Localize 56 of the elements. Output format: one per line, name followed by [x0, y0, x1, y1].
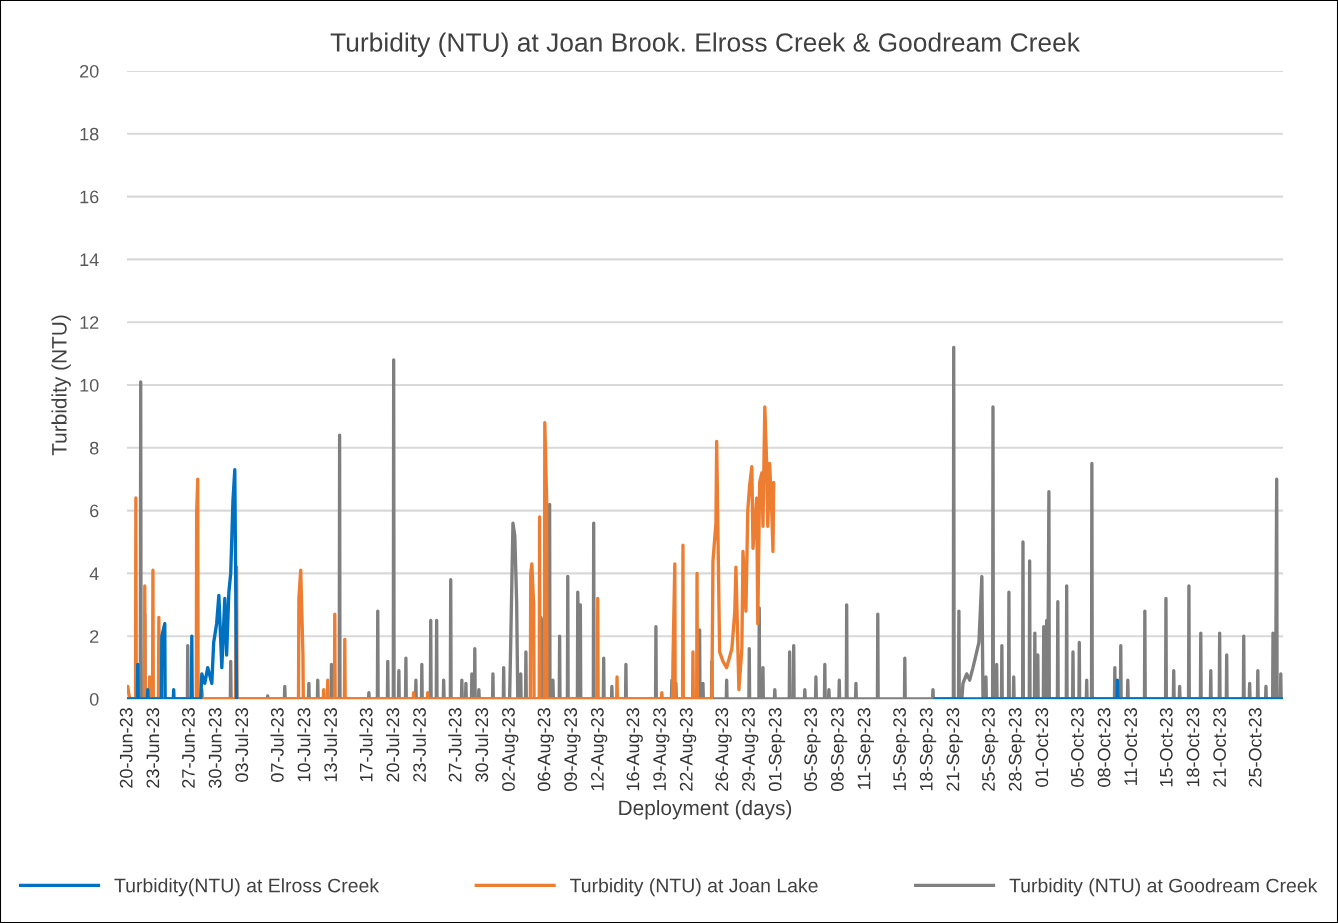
x-axis-title: Deployment (days): [619, 799, 792, 820]
x-tick-label: 02-Aug-23: [502, 708, 519, 791]
y-tick-label: 18: [80, 127, 99, 141]
y-tick-label: 4: [89, 567, 99, 580]
x-tick-label: 21-Sep-23: [946, 708, 963, 791]
y-tick-label: 14: [80, 253, 99, 266]
x-tick-label: 26-Aug-23: [715, 708, 732, 791]
x-tick-label: 18-Oct-23: [1186, 708, 1200, 787]
x-tick-label: 13-Jul-23: [323, 708, 338, 782]
y-tick-label: 12: [80, 316, 99, 329]
x-tick-label: 18-Sep-23: [919, 708, 937, 791]
y-tick-label: 10: [80, 378, 99, 392]
x-tick-label: 15-Sep-23: [893, 708, 910, 791]
x-tick-label: 30-Jun-23: [208, 708, 222, 788]
x-tick-label: 05-Oct-23: [1070, 708, 1084, 787]
x-tick-label: 20-Jun-23: [119, 708, 133, 788]
y-tick-label: 8: [89, 441, 99, 455]
x-tick-label: 25-Sep-23: [982, 708, 999, 791]
x-tick-label: 25-Oct-23: [1248, 708, 1262, 787]
x-tick-label: 09-Aug-23: [564, 708, 581, 791]
x-tick-label: 28-Sep-23: [1008, 708, 1026, 791]
chart-title: Turbidity (NTU) at Joan Brook. Elross Creek & Goodream Creek: [330, 32, 1080, 58]
x-tick-label: 08-Sep-23: [830, 708, 848, 791]
y-axis-title: Turbidity (NTU): [51, 315, 71, 456]
y-tick-label: 16: [80, 190, 99, 204]
x-tick-label: 23-Jun-23: [146, 708, 160, 788]
x-tick-label: 11-Sep-23: [857, 708, 874, 789]
x-tick-label: 08-Oct-23: [1097, 708, 1111, 787]
x-tick-label: 05-Sep-23: [804, 708, 821, 791]
x-tick-label: 27-Jul-23: [448, 708, 462, 782]
legend-label: Turbidity(NTU) at Elross Creek: [114, 878, 380, 897]
x-tick-label: 19-Aug-23: [653, 708, 670, 791]
x-tick-label: 23-Jul-23: [412, 708, 426, 782]
x-tick-label: 03-Jul-23: [234, 708, 249, 782]
legend-label: Turbidity (NTU) at Joan Lake: [570, 878, 818, 897]
x-tick-label: 07-Jul-23: [270, 708, 284, 782]
y-tick-label: 20: [80, 64, 99, 78]
y-tick-label: 6: [90, 504, 99, 518]
x-tick-label: 16-Aug-23: [626, 708, 643, 791]
x-tick-label: 20-Jul-23: [386, 708, 400, 782]
x-tick-label: 27-Jun-23: [182, 708, 195, 788]
x-tick-label: 15-Oct-23: [1159, 708, 1173, 787]
x-tick-label: 30-Jul-23: [474, 708, 489, 782]
x-tick-label: 12-Aug-23: [590, 708, 608, 791]
y-tick-label: 0: [89, 692, 99, 706]
x-tick-label: 22-Aug-23: [679, 708, 697, 791]
x-tick-label: 17-Jul-23: [359, 708, 373, 782]
x-tick-label: 29-Aug-23: [742, 708, 759, 791]
x-tick-label: 10-Jul-23: [297, 708, 311, 782]
x-tick-label: 11-Oct-23: [1124, 708, 1138, 785]
x-tick-label: 01-Oct-23: [1035, 708, 1049, 787]
legend-label: Turbidity (NTU) at Goodream Creek: [1009, 878, 1318, 897]
x-tick-label: 21-Oct-23: [1213, 708, 1226, 787]
x-tick-label: 06-Aug-23: [537, 708, 554, 791]
x-tick-label: 01-Sep-23: [768, 708, 786, 791]
y-tick-label: 2: [90, 630, 99, 643]
